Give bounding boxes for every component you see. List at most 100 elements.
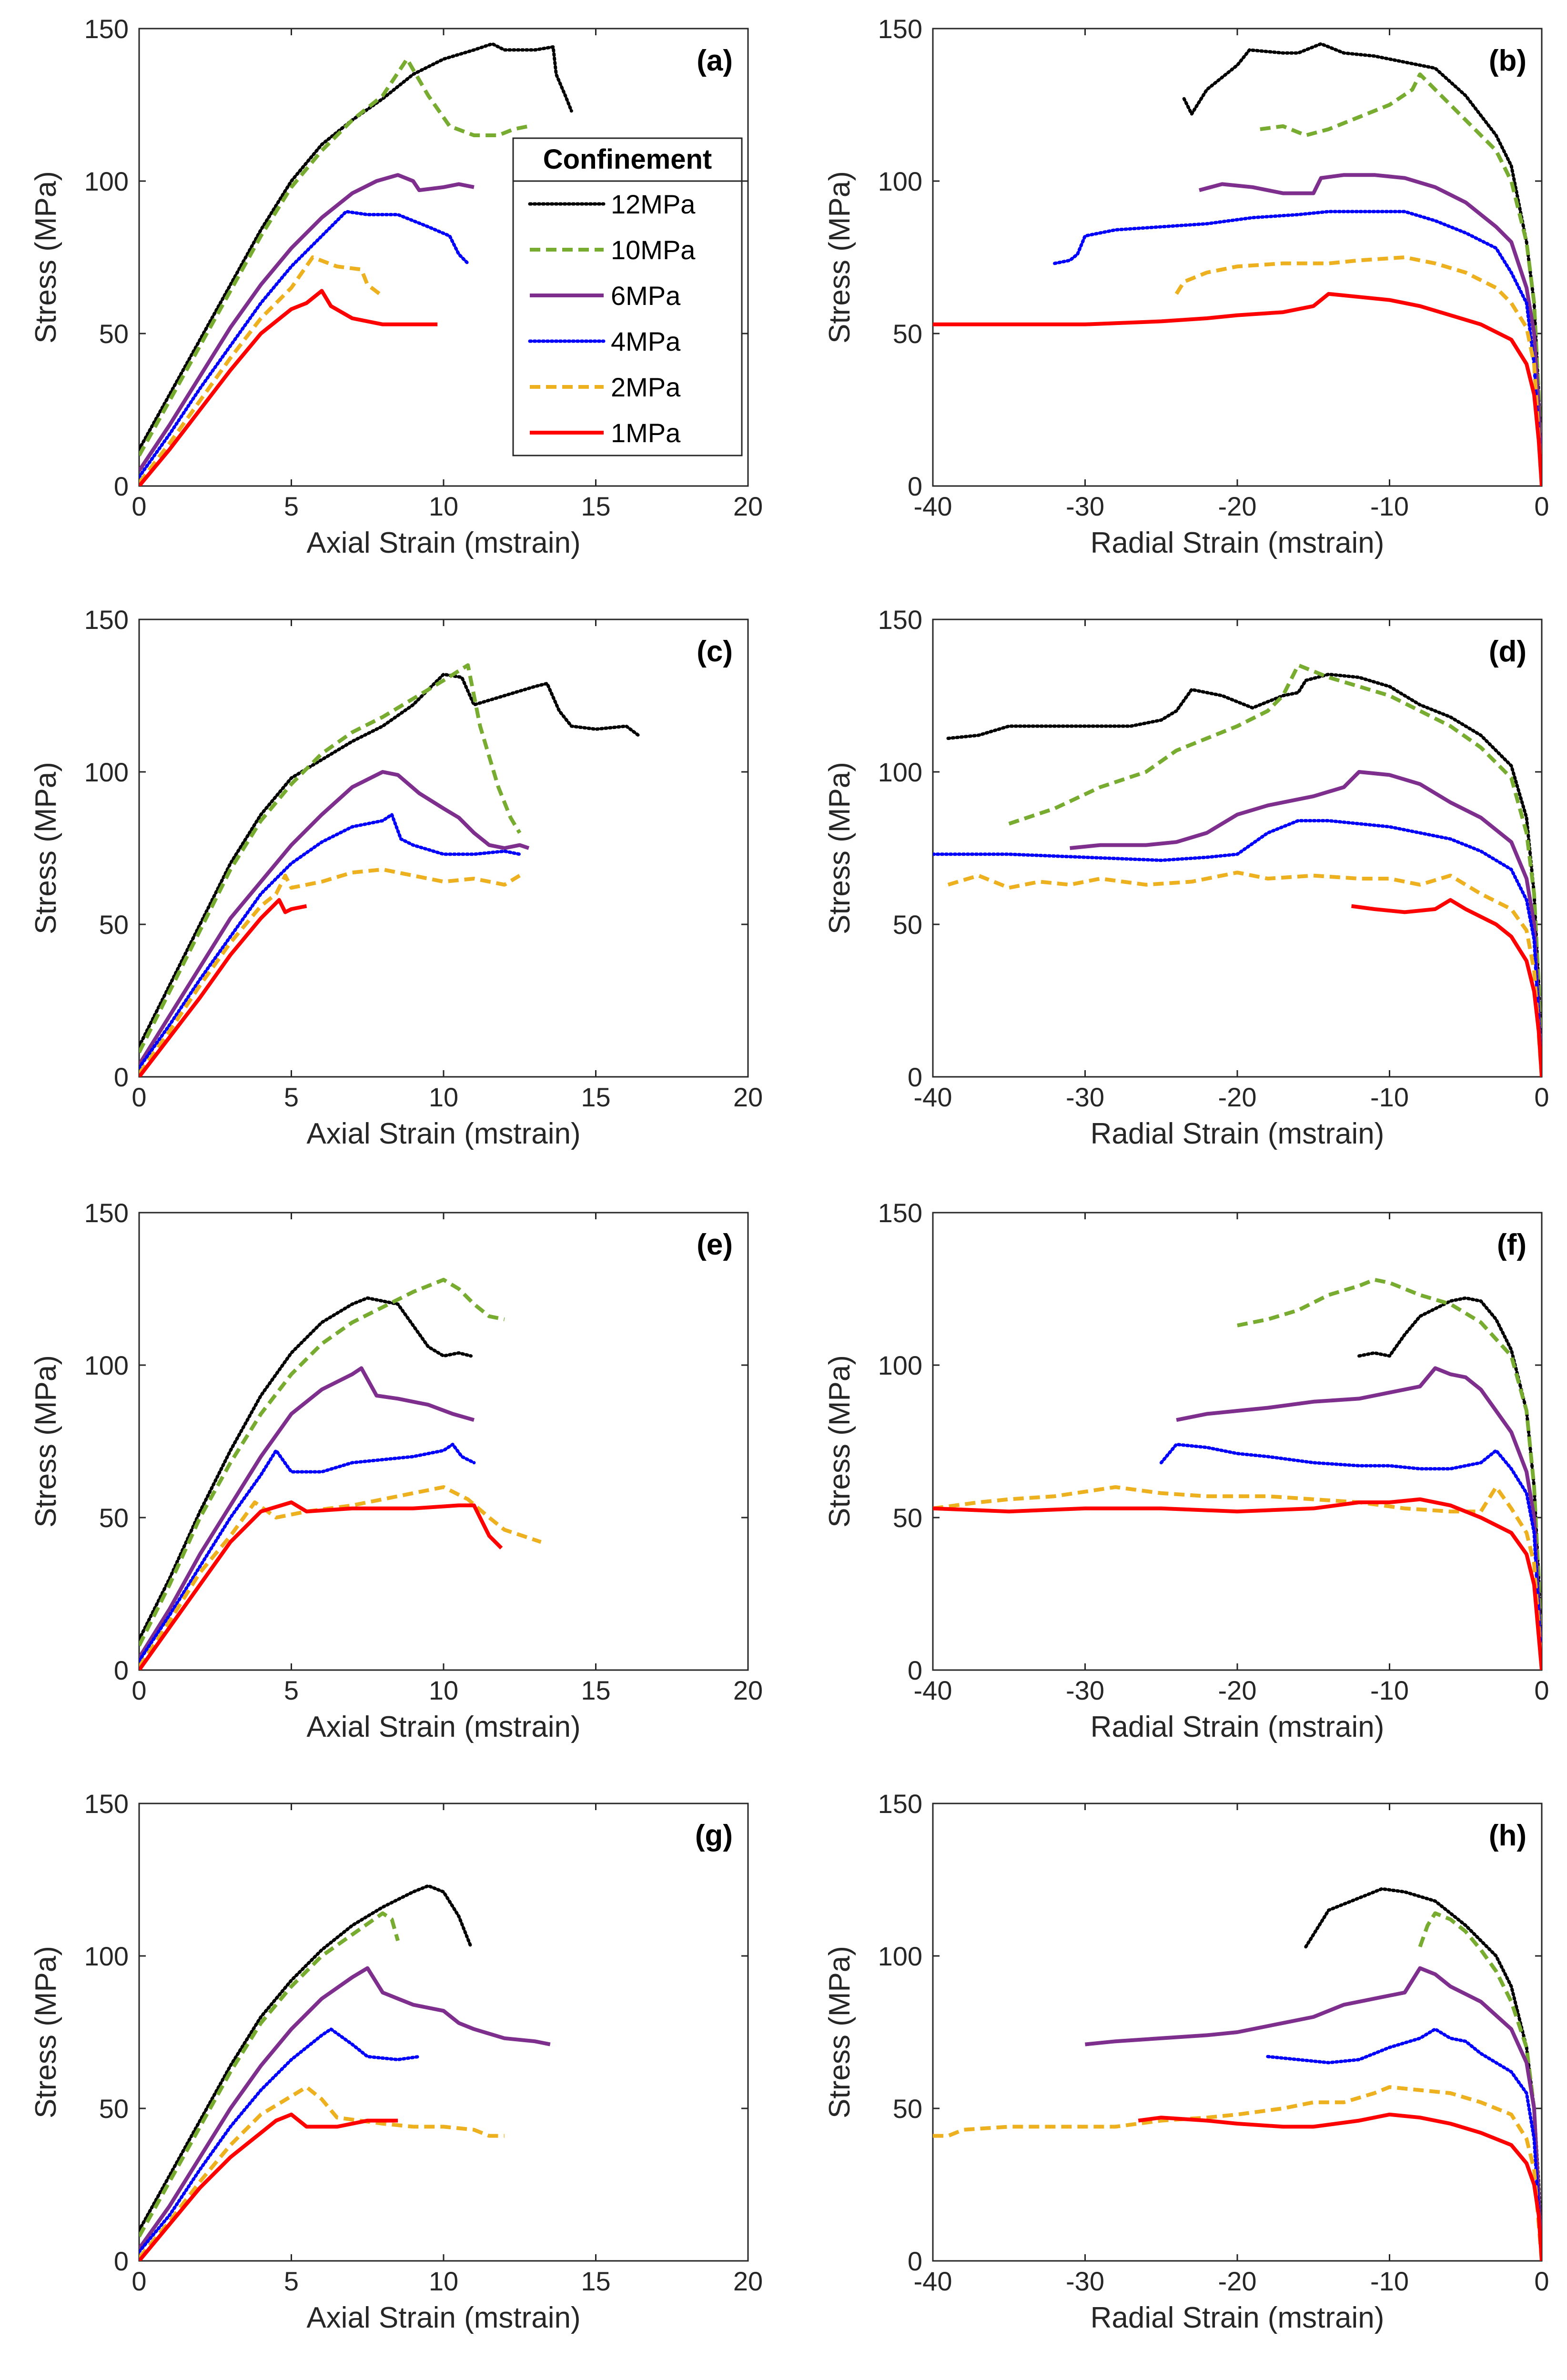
plot-frame (138, 1803, 749, 2262)
x-tick-label: 0 (1534, 2266, 1549, 2296)
x-axis-label: Radial Strain (mstrain) (1091, 527, 1385, 559)
x-tick-label: 0 (1534, 1082, 1549, 1112)
x-axis-label: Radial Strain (mstrain) (1091, 1711, 1385, 1743)
legend-entry: 4MPa (611, 326, 681, 356)
series-line-2mpa (947, 871, 1542, 1077)
series-line-10mpa (1260, 72, 1542, 486)
panel-label: (e) (697, 1228, 733, 1261)
x-tick-label: -30 (1066, 2266, 1104, 2296)
y-tick-label: 0 (908, 2246, 922, 2276)
y-axis-label: Stress (MPa) (30, 1355, 62, 1528)
y-tick-label: 0 (908, 1062, 922, 1092)
y-tick-label: 100 (878, 166, 922, 196)
series-line-4mpa (1266, 2027, 1542, 2261)
series-line-6mpa (1085, 1966, 1542, 2261)
series-line-2mpa (139, 2085, 505, 2259)
plot-frame (932, 618, 1543, 1078)
x-tick-label: -30 (1066, 1675, 1104, 1705)
series-line-4mpa (139, 210, 470, 479)
series-line-1mpa (139, 898, 307, 1077)
series-group (139, 1277, 542, 1670)
y-axis-label: Stress (MPa) (823, 1946, 856, 2118)
series-group (933, 1887, 1542, 2261)
x-tick-label: 0 (1534, 1675, 1549, 1705)
y-tick-label: 150 (878, 1789, 922, 1819)
series-line-2mpa (933, 1485, 1542, 1670)
x-tick-label: 5 (284, 1082, 299, 1112)
x-axis-label: Axial Strain (mstrain) (306, 1711, 580, 1743)
x-tick-label: -20 (1218, 2266, 1257, 2296)
series-line-1mpa (139, 1500, 503, 1670)
x-tick-label: 0 (1534, 491, 1549, 521)
series-line-1mpa (1138, 2112, 1542, 2261)
y-tick-label: 100 (878, 1350, 922, 1380)
series-line-12mpa (139, 42, 573, 451)
x-tick-label: 10 (429, 1082, 458, 1112)
plot-frame (138, 618, 749, 1078)
x-tick-label: -20 (1218, 1082, 1257, 1112)
x-axis-label: Axial Strain (mstrain) (306, 1117, 580, 1150)
y-tick-label: 100 (84, 166, 129, 196)
x-axis-label: Radial Strain (mstrain) (1091, 1117, 1385, 1150)
x-tick-label: 15 (581, 2266, 610, 2296)
y-tick-label: 150 (84, 605, 129, 635)
x-tick-label: 15 (581, 491, 610, 521)
legend-entry: 1MPa (611, 418, 681, 448)
chart-panel-c: 0 5 10 15 20 0 50 100 150 Axial Strain (mstrain) S… (30, 605, 763, 1150)
x-tick-label: -40 (914, 491, 952, 521)
series-line-4mpa (1159, 1442, 1542, 1670)
series-line-10mpa (139, 663, 522, 1053)
y-axis-label: Stress (MPa) (30, 1946, 62, 2118)
series-group (139, 663, 640, 1077)
x-tick-label: -40 (914, 1082, 952, 1112)
series-line-6mpa (139, 173, 475, 472)
x-tick-label: 5 (284, 2266, 299, 2296)
y-tick-label: 50 (99, 2094, 129, 2124)
y-tick-label: 50 (893, 319, 922, 349)
series-line-4mpa (139, 2027, 421, 2254)
x-tick-label: -40 (914, 1675, 952, 1705)
y-tick-label: 50 (99, 1503, 129, 1533)
x-axis-label: Axial Strain (mstrain) (306, 527, 580, 559)
legend-entry: 12MPa (611, 189, 696, 219)
series-line-2mpa (139, 255, 381, 485)
x-tick-label: 10 (429, 491, 458, 521)
series-line-10mpa (1237, 1277, 1542, 1670)
x-tick-label: 5 (284, 491, 299, 521)
x-tick-label: 10 (429, 2266, 458, 2296)
series-line-6mpa (139, 1366, 475, 1659)
series-line-1mpa (933, 292, 1542, 486)
series-line-6mpa (139, 770, 530, 1066)
x-tick-label: 20 (733, 1082, 763, 1112)
y-tick-label: 50 (99, 319, 129, 349)
y-tick-label: 100 (84, 1941, 129, 1971)
x-tick-label: 0 (131, 491, 146, 521)
x-tick-label: -10 (1370, 2266, 1409, 2296)
panel-label: (a) (697, 44, 733, 77)
y-tick-label: 100 (84, 757, 129, 787)
y-tick-label: 100 (84, 1350, 129, 1380)
series-line-1mpa (933, 1497, 1542, 1670)
series-line-10mpa (139, 57, 529, 456)
legend-title: Confinement (543, 144, 712, 175)
legend-entry: 2MPa (611, 372, 681, 402)
series-line-12mpa (139, 672, 640, 1048)
chart-panel-d: -40 -30 -20 -10 0 0 50 100 150 Radial Strain (mst… (823, 605, 1549, 1150)
y-tick-label: 150 (878, 605, 922, 635)
plot-frame (138, 1212, 749, 1671)
chart-panel-b: -40 -30 -20 -10 0 0 50 100 150 Radial Strain (mst… (823, 14, 1549, 559)
y-tick-label: 50 (893, 910, 922, 940)
y-tick-label: 100 (878, 757, 922, 787)
series-line-2mpa (139, 867, 521, 1075)
series-line-4mpa (139, 1442, 476, 1663)
y-tick-label: 150 (878, 14, 922, 44)
x-tick-label: 15 (581, 1082, 610, 1112)
panel-label: (c) (697, 635, 733, 668)
y-axis-label: Stress (MPa) (823, 171, 856, 344)
legend-entry: 10MPa (611, 235, 696, 265)
x-tick-label: -30 (1066, 1082, 1104, 1112)
y-axis-label: Stress (MPa) (823, 1355, 856, 1528)
series-line-4mpa (139, 813, 522, 1070)
x-tick-label: 20 (733, 2266, 763, 2296)
y-tick-label: 0 (114, 1655, 129, 1685)
